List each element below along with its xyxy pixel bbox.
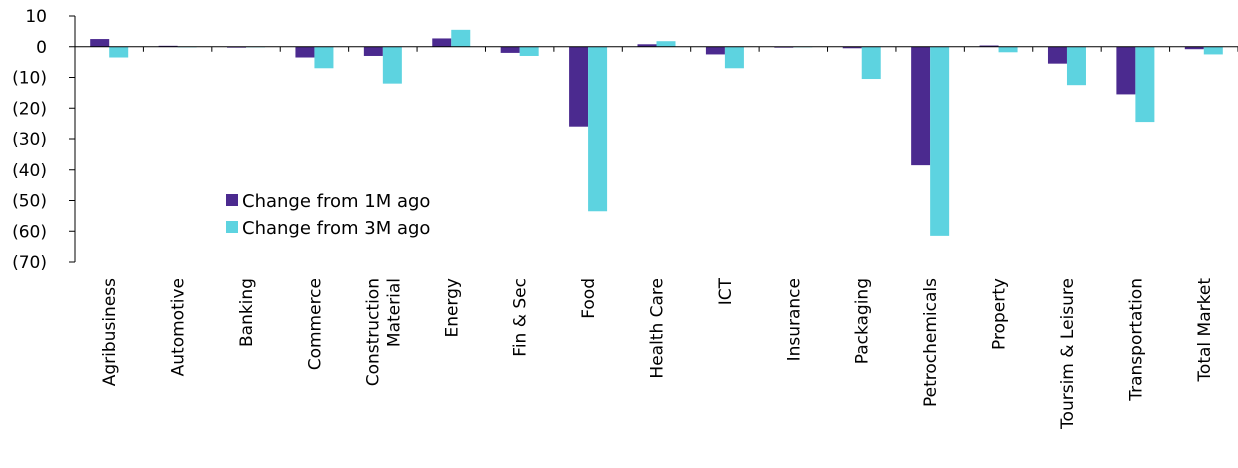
x-category-label: Transportation (1126, 278, 1146, 402)
bar-1m (911, 46, 931, 166)
x-category-label: Health Care (648, 278, 668, 379)
bar-1m (569, 46, 589, 127)
x-category-label: Agribusiness (100, 278, 120, 386)
bars (90, 29, 1223, 236)
bar-3m (314, 46, 334, 69)
x-category-label: Toursim & Leisure (1058, 278, 1078, 430)
bar-1m (979, 45, 999, 47)
y-tick-label: (60) (12, 222, 47, 242)
bar-1m (1116, 46, 1136, 95)
x-category-label: Food (579, 278, 599, 319)
x-category-label: Packaging (853, 278, 873, 364)
x-category-label: Total Market (1195, 278, 1215, 383)
bar-1m (842, 46, 862, 49)
y-tick-label: 0 (36, 38, 47, 58)
bar-1m (637, 44, 657, 47)
legend-swatch (226, 194, 238, 206)
x-category-label: Property (990, 278, 1010, 350)
y-tick-label: (70) (12, 253, 47, 273)
y-tick-label: 10 (25, 7, 47, 27)
bar-1m (295, 46, 315, 58)
bar-3m (382, 46, 402, 84)
bar-3m (861, 46, 881, 80)
y-axis: 10 0 (10) (20) (30) (40) (50) (60) (70) (12, 7, 76, 273)
bar-3m (519, 46, 539, 56)
legend: Change from 1M ago Change from 3M ago (226, 191, 430, 239)
x-category-label: ICT (716, 277, 736, 305)
bar-1m (705, 46, 725, 55)
legend-label: Change from 3M ago (242, 218, 430, 239)
x-category-label: Insurance (784, 278, 804, 361)
x-category-label: Banking (237, 278, 257, 347)
bar-1m (432, 38, 452, 47)
bar-3m (588, 46, 608, 212)
bar-1m (90, 39, 110, 47)
x-category-label: Fin & Sec (511, 278, 531, 357)
y-tick-label: (30) (12, 130, 47, 150)
y-tick-label: (50) (12, 192, 47, 212)
x-category-label: Construction (363, 278, 383, 386)
bar-1m (1047, 46, 1067, 64)
bar-3m (656, 41, 676, 47)
bar-3m (998, 46, 1018, 53)
bar-3m (109, 46, 129, 58)
x-category-label: Material (384, 278, 404, 347)
y-tick-label: (10) (12, 69, 47, 89)
x-category-label: Automotive (169, 278, 189, 376)
bar-3m (1203, 46, 1223, 55)
legend-label: Change from 1M ago (242, 191, 430, 212)
x-category-label: Commerce (305, 278, 325, 370)
x-category-label: Petrochemicals (921, 278, 941, 407)
bar-1m (1184, 46, 1204, 50)
y-tick-label: (20) (12, 99, 47, 119)
y-tick-label: (40) (12, 161, 47, 181)
bar-3m (1135, 46, 1155, 123)
bar-3m (724, 46, 744, 69)
bar-3m (451, 29, 471, 47)
x-axis: Agribusiness Automotive Banking Commerce Con… (74, 46, 1238, 430)
x-category-label: Energy (442, 278, 462, 338)
bar-3m (1066, 46, 1086, 86)
bar-3m (930, 46, 950, 236)
bar-1m (363, 46, 383, 56)
bar-1m (500, 46, 520, 53)
legend-swatch (226, 221, 238, 233)
